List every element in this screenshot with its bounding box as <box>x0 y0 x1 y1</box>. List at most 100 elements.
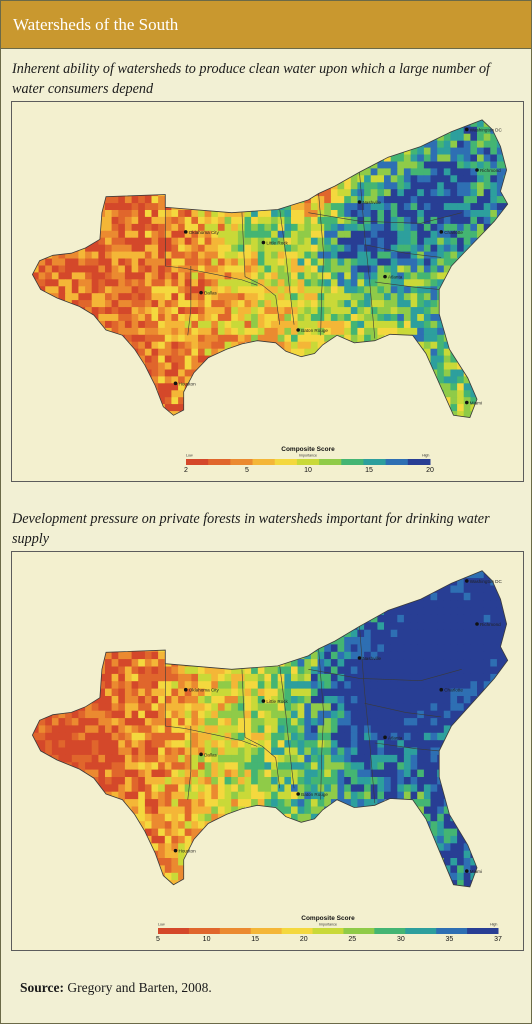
watershed-cell <box>430 740 438 749</box>
watershed-cell <box>158 754 166 763</box>
watershed-cell <box>118 777 126 785</box>
watershed-cell <box>158 740 166 749</box>
watershed-cell <box>264 777 272 785</box>
watershed-cell <box>138 740 146 749</box>
watershed-cell <box>490 175 498 183</box>
watershed-cell <box>224 673 232 682</box>
watershed-cell <box>244 769 252 778</box>
watershed-cell <box>457 644 465 653</box>
watershed-cell <box>330 307 339 315</box>
watershed-cell <box>310 688 319 697</box>
watershed-cell <box>397 161 405 169</box>
watershed-cell <box>171 216 179 225</box>
watershed-cell <box>477 659 485 668</box>
watershed-cell <box>443 688 451 697</box>
watershed-cell <box>271 710 279 719</box>
watershed-cell <box>85 307 93 315</box>
watershed-cell <box>98 279 106 287</box>
watershed-cell <box>231 703 239 712</box>
watershed-cell <box>231 762 239 771</box>
watershed-cell <box>178 383 186 391</box>
watershed-cell <box>91 732 99 741</box>
watershed-cell <box>410 777 418 785</box>
watershed-cell <box>191 813 199 822</box>
watershed-cell <box>257 244 265 253</box>
watershed-cell <box>118 651 126 660</box>
watershed-cell <box>330 740 339 749</box>
watershed-cell <box>251 230 259 239</box>
watershed-cell <box>204 784 212 793</box>
watershed-cell <box>237 791 246 800</box>
watershed-cell <box>364 784 372 793</box>
watershed-cell <box>178 673 186 682</box>
watershed-cell <box>357 732 365 741</box>
watershed-cell <box>397 769 405 778</box>
watershed-cell <box>330 696 339 704</box>
watershed-cell <box>417 341 425 350</box>
watershed-cell <box>264 725 272 734</box>
watershed-cell <box>344 659 352 668</box>
watershed-cell <box>437 133 445 142</box>
watershed-cell <box>364 272 372 280</box>
watershed-cell <box>457 244 465 253</box>
watershed-cell <box>124 251 133 260</box>
watershed-cell <box>231 718 239 727</box>
watershed-cell <box>284 806 292 815</box>
watershed-cell <box>237 681 246 690</box>
watershed-cell <box>483 147 491 156</box>
watershed-cell <box>211 320 219 329</box>
legend-swatch <box>266 928 283 934</box>
watershed-cell <box>164 237 172 246</box>
watershed-cell <box>397 747 405 756</box>
watershed-cell <box>397 644 405 653</box>
watershed-cell <box>450 237 458 246</box>
watershed-cell <box>257 286 265 294</box>
watershed-cell <box>131 210 139 218</box>
watershed-cell <box>38 272 46 280</box>
watershed-cell <box>164 754 172 763</box>
watershed-cell <box>231 251 239 260</box>
watershed-cell <box>357 799 365 808</box>
watershed-cell <box>350 265 358 273</box>
legend-swatch <box>204 928 221 934</box>
watershed-cell <box>38 258 46 266</box>
watershed-cell <box>377 182 385 190</box>
watershed-cell <box>470 585 478 594</box>
watershed-cell <box>443 622 451 631</box>
watershed-cell <box>423 592 432 601</box>
watershed-cell <box>51 725 60 734</box>
watershed-cell <box>131 740 139 749</box>
watershed-cell <box>297 710 305 719</box>
city-marker <box>261 699 266 703</box>
watershed-cell <box>457 865 465 874</box>
watershed-cell <box>370 659 378 668</box>
watershed-cell <box>337 651 345 660</box>
watershed-cell <box>124 272 133 280</box>
watershed-cell <box>337 210 345 218</box>
watershed-cell <box>124 718 133 727</box>
watershed-cell <box>164 681 172 690</box>
watershed-cell <box>443 182 451 190</box>
watershed-cell <box>257 666 265 675</box>
watershed-cell <box>85 258 93 266</box>
watershed-cell <box>138 286 146 294</box>
watershed-cell <box>178 858 186 866</box>
watershed-cell <box>171 762 179 771</box>
watershed-cell <box>344 718 352 727</box>
watershed-cell <box>98 673 106 682</box>
watershed-cell <box>217 320 226 329</box>
watershed-cell <box>78 286 86 294</box>
watershed-cell <box>158 397 166 405</box>
legend-swatch <box>420 928 437 934</box>
watershed-cell <box>251 210 259 218</box>
watershed-cell <box>403 230 412 239</box>
watershed-cell <box>324 223 332 232</box>
watershed-cell <box>231 293 239 301</box>
watershed-cell <box>450 718 458 727</box>
watershed-cell <box>443 369 451 377</box>
watershed-cell <box>277 300 285 308</box>
watershed-cell <box>164 858 172 866</box>
watershed-cell <box>118 762 126 771</box>
watershed-cell <box>211 703 219 712</box>
